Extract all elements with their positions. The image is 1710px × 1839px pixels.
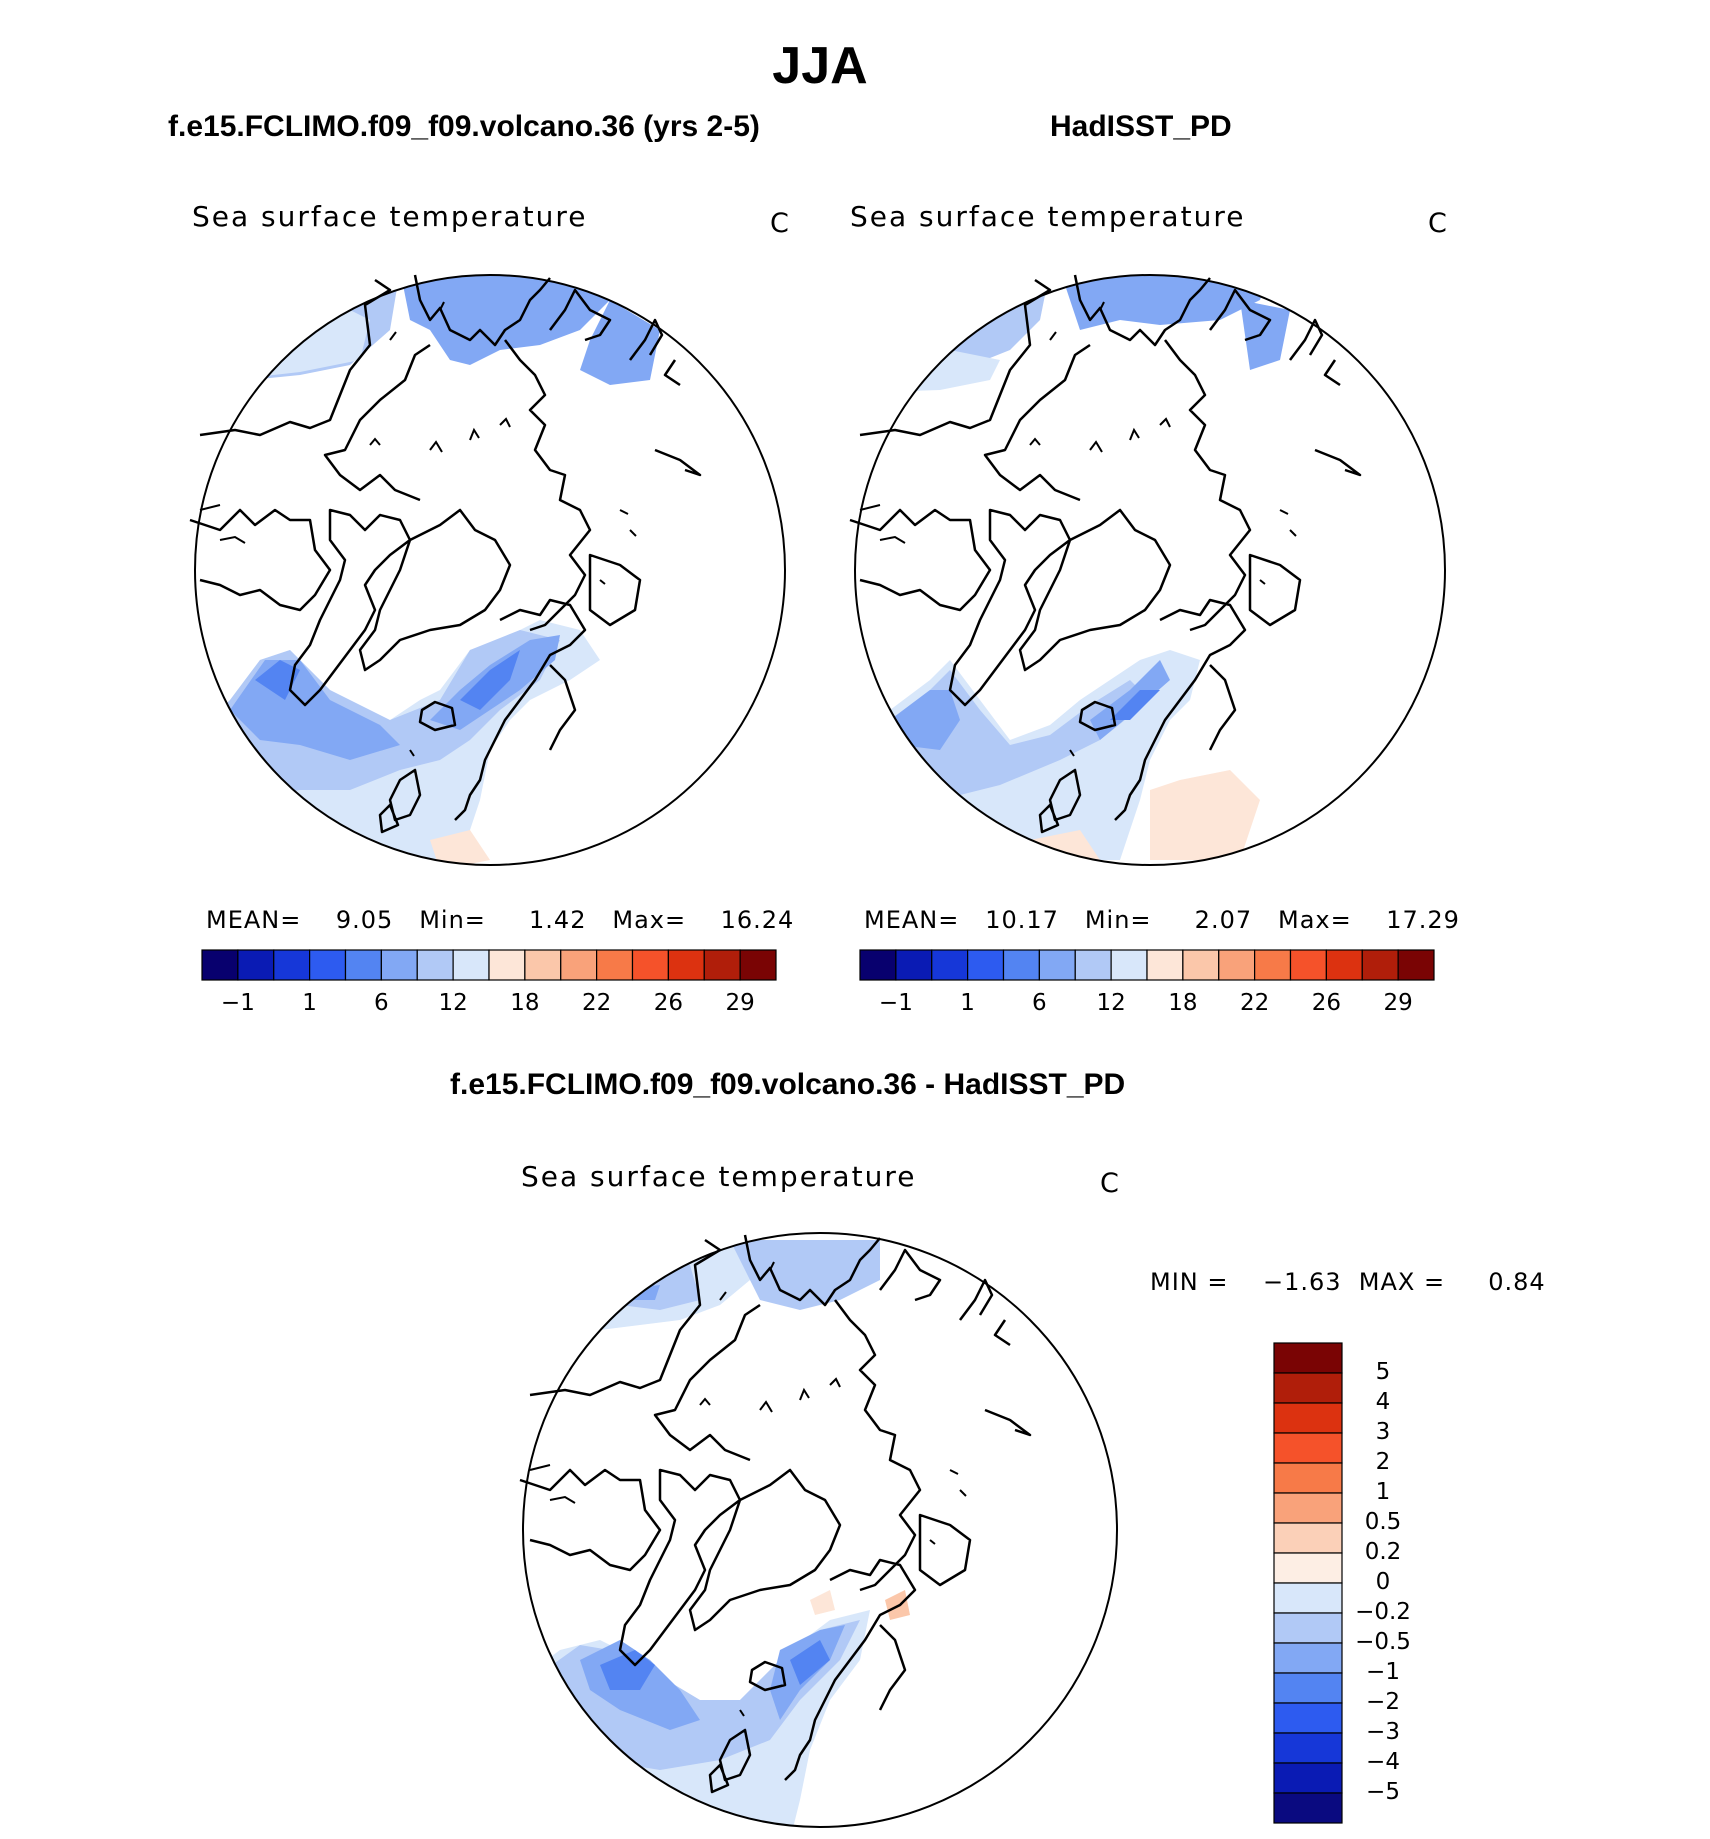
obs-colorbar xyxy=(859,949,1435,981)
model-colorbar-swatch xyxy=(237,949,275,981)
colorbar-tick-label: −1 xyxy=(220,990,255,1016)
colorbar-tick-label: −0.5 xyxy=(1355,1629,1411,1655)
model-colorbar-swatch xyxy=(667,949,705,981)
obs-unit-label: C xyxy=(1428,208,1447,239)
model-variable-label: Sea surface temperature xyxy=(192,200,588,233)
diff-colorbar-swatch xyxy=(1273,1552,1343,1584)
colorbar-tick-label: 4 xyxy=(1375,1389,1391,1415)
colorbar-tick-label: 6 xyxy=(374,990,389,1016)
colorbar-tick-label: −1 xyxy=(878,990,913,1016)
colorbar-tick-label: 1 xyxy=(960,990,975,1016)
obs-colorbar-swatch xyxy=(1254,949,1292,981)
obs-colorbar-swatch xyxy=(1038,949,1076,981)
colorbar-tick-label: 12 xyxy=(1096,990,1126,1016)
diff-colorbar-swatch xyxy=(1273,1582,1343,1614)
diff-colorbar-swatch xyxy=(1273,1402,1343,1434)
colorbar-tick-label: 0 xyxy=(1375,1569,1391,1595)
obs-colorbar-swatch xyxy=(931,949,969,981)
obs-colorbar-swatch xyxy=(1325,949,1363,981)
colorbar-tick-label: 6 xyxy=(1032,990,1047,1016)
colorbar-tick-label: 12 xyxy=(438,990,468,1016)
obs-colorbar-swatch xyxy=(895,949,933,981)
colorbar-tick-label: 22 xyxy=(581,990,612,1016)
diff-colorbar-swatch xyxy=(1273,1522,1343,1554)
obs-colorbar-swatch xyxy=(859,949,897,981)
model-map xyxy=(188,273,786,866)
diff-map xyxy=(518,1232,1118,1828)
diff-colorbar xyxy=(1273,1342,1343,1824)
colorbar-tick-label: 18 xyxy=(1168,990,1198,1016)
diff-colorbar-swatch xyxy=(1273,1642,1343,1674)
model-colorbar-swatch xyxy=(452,949,490,981)
diff-colorbar-swatch xyxy=(1273,1702,1343,1734)
model-colorbar-swatch xyxy=(309,949,347,981)
obs-colorbar-swatch xyxy=(1110,949,1148,981)
model-colorbar-swatch xyxy=(596,949,634,981)
model-colorbar-swatch xyxy=(703,949,741,981)
colorbar-tick-label: 18 xyxy=(510,990,540,1016)
colorbar-tick-label: 22 xyxy=(1239,990,1270,1016)
colorbar-tick-label: 5 xyxy=(1375,1359,1391,1385)
diff-colorbar-swatch xyxy=(1273,1432,1343,1464)
colorbar-tick-label: −2 xyxy=(1366,1689,1400,1715)
obs-colorbar-swatch xyxy=(1289,949,1327,981)
diff-colorbar-swatch xyxy=(1273,1492,1343,1524)
colorbar-tick-label: 26 xyxy=(1311,990,1342,1016)
diff-stats: MIN = −1.63 MAX = 0.84 xyxy=(1150,1268,1546,1296)
colorbar-tick-label: 29 xyxy=(1383,990,1413,1016)
diff-colorbar-swatch xyxy=(1273,1732,1343,1764)
colorbar-tick-label: 1 xyxy=(1375,1479,1391,1505)
model-colorbar-swatch xyxy=(380,949,418,981)
obs-variable-label: Sea surface temperature xyxy=(850,200,1246,233)
model-colorbar-swatch xyxy=(273,949,311,981)
colorbar-tick-label: −4 xyxy=(1366,1749,1400,1775)
obs-colorbar-swatch xyxy=(1397,949,1435,981)
obs-colorbar-swatch xyxy=(1361,949,1399,981)
obs-stats: MEAN= 10.17 Min= 2.07 Max= 17.29 xyxy=(864,906,1460,934)
obs-colorbar-swatch xyxy=(1146,949,1184,981)
colorbar-tick-label: −5 xyxy=(1366,1779,1400,1805)
model-colorbar-swatch xyxy=(631,949,669,981)
diff-variable-label: Sea surface temperature xyxy=(521,1160,917,1193)
obs-colorbar-swatch xyxy=(1218,949,1256,981)
obs-colorbar-swatch xyxy=(1074,949,1112,981)
colorbar-tick-label: −3 xyxy=(1366,1719,1400,1745)
colorbar-tick-label: 1 xyxy=(302,990,317,1016)
model-colorbar-swatch xyxy=(201,949,239,981)
obs-colorbar-swatch xyxy=(967,949,1005,981)
diff-colorbar-swatch xyxy=(1273,1792,1343,1824)
model-colorbar-swatch xyxy=(524,949,562,981)
model-colorbar-swatch xyxy=(416,949,454,981)
model-colorbar-swatch xyxy=(488,949,526,981)
colorbar-tick-label: 2 xyxy=(1375,1449,1391,1475)
diff-colorbar-swatch xyxy=(1273,1672,1343,1704)
figure-title: JJA xyxy=(772,37,868,95)
colorbar-tick-label: 29 xyxy=(725,990,755,1016)
model-colorbar-swatch xyxy=(344,949,382,981)
diff-colorbar-swatch xyxy=(1273,1342,1343,1374)
obs-case-title: HadISST_PD xyxy=(1050,110,1232,143)
model-colorbar-swatch xyxy=(560,949,598,981)
colorbar-tick-label: −1 xyxy=(1366,1659,1400,1685)
diff-colorbar-swatch xyxy=(1273,1612,1343,1644)
diff-case-title: f.e15.FCLIMO.f09_f09.volcano.36 - HadISS… xyxy=(450,1068,1126,1101)
colorbar-tick-label: 26 xyxy=(653,990,684,1016)
obs-colorbar-swatch xyxy=(1002,949,1040,981)
diff-unit-label: C xyxy=(1100,1168,1119,1199)
colorbar-tick-label: 0.5 xyxy=(1364,1509,1402,1535)
diff-colorbar-swatch xyxy=(1273,1372,1343,1404)
obs-map xyxy=(848,273,1446,866)
model-colorbar-swatch xyxy=(739,949,777,981)
colorbar-tick-label: −0.2 xyxy=(1355,1599,1411,1625)
model-case-title: f.e15.FCLIMO.f09_f09.volcano.36 (yrs 2-5… xyxy=(168,110,760,143)
diff-colorbar-swatch xyxy=(1273,1762,1343,1794)
model-stats: MEAN= 9.05 Min= 1.42 Max= 16.24 xyxy=(206,906,795,934)
model-unit-label: C xyxy=(770,208,789,239)
obs-colorbar-swatch xyxy=(1182,949,1220,981)
model-colorbar xyxy=(201,949,777,981)
diff-colorbar-swatch xyxy=(1273,1462,1343,1494)
colorbar-tick-label: 0.2 xyxy=(1364,1539,1402,1565)
colorbar-tick-label: 3 xyxy=(1375,1419,1391,1445)
